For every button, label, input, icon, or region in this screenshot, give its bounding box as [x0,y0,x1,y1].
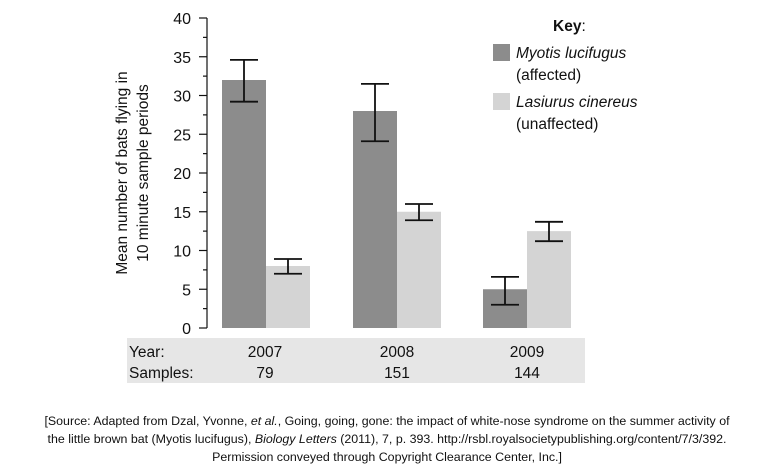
legend: Key: Myotis lucifugus (affected) Lasiuru… [493,18,638,133]
bar-myotis-2007 [222,80,266,328]
y-tick-label: 25 [173,127,191,144]
bar-lasiurus-2007 [266,266,310,328]
source-line-3: Permission conveyed through Copyright Cl… [212,450,562,464]
bar-chart: 0 5 10 15 20 25 30 35 40 Mean number of bats fly… [114,11,638,383]
source-citation: [Source: Adapted from Dzal, Yvonne, et a… [0,412,774,466]
error-bar-myotis-2008 [361,82,389,143]
y-tick-label: 30 [173,89,191,106]
error-bar-myotis-2007 [230,58,258,103]
error-bar-lasiurus-2009 [535,220,563,243]
y-tick-label: 0 [182,321,191,338]
bar-myotis-2008 [353,111,397,328]
y-tick-label: 10 [173,244,191,261]
footer-band [127,338,585,383]
y-tick-label: 15 [173,205,191,222]
y-axis-label-line2: 10 minute sample periods [135,84,152,262]
legend-label-myotis: Myotis lucifugus [516,45,627,62]
y-tick-label: 40 [173,11,191,28]
y-tick-label: 20 [173,166,191,183]
bars [222,80,571,328]
bar-lasiurus-2009 [527,231,571,328]
y-axis-ticks: 0 5 10 15 20 25 30 35 40 [173,11,207,338]
samples-2007: 79 [256,365,273,382]
year-label-2008: 2008 [380,344,414,361]
footer-year-label: Year: [129,344,165,361]
legend-label-lasiurus: Lasiurus cinereus [516,94,638,111]
samples-2008: 151 [384,365,410,382]
error-bars [230,58,563,306]
error-bar-lasiurus-2008 [405,203,433,222]
source-line-2: the little brown bat (Myotis lucifugus),… [47,432,727,446]
error-bar-myotis-2009 [491,275,519,306]
y-tick-label: 35 [173,50,191,67]
samples-2009: 144 [514,365,540,382]
year-label-2009: 2009 [510,344,544,361]
legend-note-myotis: (affected) [516,67,581,84]
bar-lasiurus-2008 [397,211,441,328]
y-tick-label: 5 [182,282,191,299]
footer-samples-label: Samples: [129,365,194,382]
legend-note-lasiurus: (unaffected) [516,116,598,133]
error-bar-lasiurus-2007 [274,258,302,275]
legend-swatch-lasiurus [493,93,510,110]
legend-swatch-myotis [493,44,510,61]
year-label-2007: 2007 [248,344,282,361]
y-axis-label: Mean number of bats flying in [114,71,131,274]
legend-title: Key: [553,18,586,35]
source-line-1: [Source: Adapted from Dzal, Yvonne, et a… [44,414,730,428]
